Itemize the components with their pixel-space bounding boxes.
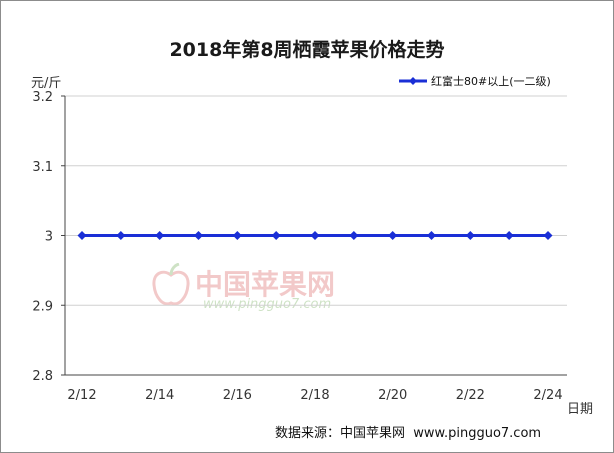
x-tick-label: 2/16 bbox=[223, 388, 252, 403]
x-tick-label: 2/18 bbox=[300, 388, 329, 403]
data-point-marker bbox=[427, 231, 436, 240]
data-point-marker bbox=[116, 231, 126, 240]
data-point-marker bbox=[271, 231, 281, 240]
watermark-url: www.pingguo7.com bbox=[203, 297, 332, 312]
chart-title: 2018年第8周栖霞苹果价格走势 bbox=[169, 39, 445, 61]
data-point-marker bbox=[194, 231, 203, 240]
data-point-marker bbox=[155, 231, 165, 240]
data-point-marker bbox=[232, 231, 242, 240]
apple-logo-icon bbox=[152, 262, 190, 306]
grid-lines bbox=[65, 95, 567, 306]
legend-series-label: 红富士80#以上(一二级) bbox=[431, 75, 551, 88]
x-tick-label: 2/22 bbox=[456, 388, 485, 403]
data-point-marker bbox=[77, 231, 87, 240]
data-point-marker bbox=[310, 231, 320, 240]
tick-labels: 3.2 3.1 3 2.9 2.8 2/12 2/14 2/16 2/18 2/20 2/22 2/2… bbox=[32, 90, 562, 403]
data-point-marker bbox=[543, 231, 553, 240]
x-tick-label: 2/24 bbox=[533, 388, 562, 403]
y-tick-label: 3.1 bbox=[32, 160, 53, 175]
legend: 红富士80#以上(一二级) bbox=[399, 73, 551, 89]
data-point-marker bbox=[388, 231, 398, 240]
x-tick-label: 2/20 bbox=[378, 388, 407, 403]
y-tick-label: 3.2 bbox=[32, 90, 53, 105]
y-tick-label: 2.8 bbox=[32, 369, 53, 384]
data-point-marker bbox=[465, 231, 475, 240]
axes bbox=[61, 95, 567, 376]
y-tick-label: 2.9 bbox=[32, 299, 53, 314]
watermark: 中国苹果网 www.pingguo7.com bbox=[151, 262, 335, 315]
data-source: 数据来源：中国苹果网 www.pingguo7.com bbox=[275, 426, 542, 441]
y-axis-unit-label: 元/斤 bbox=[31, 76, 62, 91]
data-point-marker bbox=[504, 231, 514, 240]
data-point-marker bbox=[349, 231, 359, 240]
x-tick-label: 2/12 bbox=[67, 388, 96, 403]
x-axis-unit-label: 日期 bbox=[567, 402, 594, 417]
watermark-brand: 中国苹果网 bbox=[195, 268, 336, 301]
series-layer bbox=[77, 231, 553, 240]
y-tick-label: 3 bbox=[45, 230, 53, 245]
x-tick-label: 2/14 bbox=[145, 388, 174, 403]
legend-line-diamond-icon bbox=[399, 77, 427, 85]
